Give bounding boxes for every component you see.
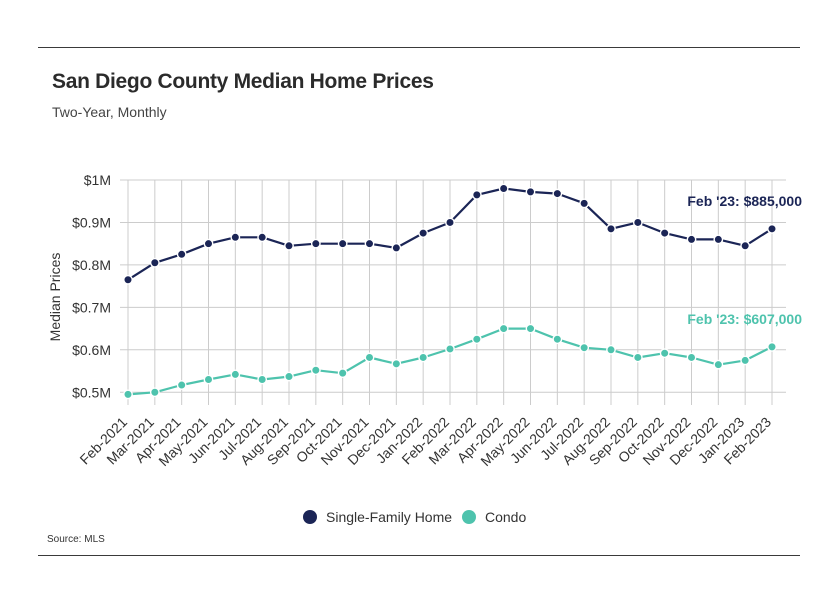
data-point-condo bbox=[445, 344, 455, 354]
data-point-sfh bbox=[284, 240, 294, 251]
data-point-sfh bbox=[686, 234, 697, 245]
bottom-rule bbox=[38, 555, 800, 556]
legend: Single-Family Home Condo bbox=[0, 509, 836, 529]
data-point-sfh bbox=[740, 240, 751, 251]
end-label-sfh: Feb '23: $885,000 bbox=[687, 193, 802, 209]
data-point-sfh bbox=[579, 198, 590, 209]
data-point-sfh bbox=[123, 274, 133, 285]
data-point-sfh bbox=[418, 228, 429, 238]
data-point-condo bbox=[498, 323, 509, 334]
data-point-sfh bbox=[471, 189, 482, 200]
data-point-condo bbox=[552, 334, 563, 345]
data-point-condo bbox=[284, 371, 294, 382]
data-point-sfh bbox=[257, 232, 268, 243]
end-label-condo: Feb '23: $607,000 bbox=[687, 311, 802, 327]
y-axis-title: Median Prices bbox=[47, 253, 63, 342]
legend-marker-condo bbox=[462, 510, 476, 524]
data-point-condo bbox=[471, 334, 482, 345]
data-point-condo bbox=[337, 368, 348, 379]
data-point-sfh bbox=[149, 257, 160, 268]
data-point-sfh bbox=[310, 238, 321, 249]
legend-label-condo: Condo bbox=[485, 509, 527, 525]
data-point-condo bbox=[606, 344, 616, 355]
data-point-sfh bbox=[230, 232, 241, 243]
chart-title: San Diego County Median Home Prices bbox=[52, 70, 434, 93]
data-point-condo bbox=[767, 341, 777, 352]
data-point-sfh bbox=[767, 223, 777, 234]
data-point-sfh bbox=[364, 238, 375, 249]
y-tick-label: $1M bbox=[84, 172, 111, 188]
y-tick-label: $0.6M bbox=[72, 342, 111, 358]
data-point-condo bbox=[713, 359, 724, 370]
data-point-sfh bbox=[445, 217, 455, 228]
chart-subtitle: Two-Year, Monthly bbox=[52, 104, 167, 120]
data-point-condo bbox=[364, 352, 375, 363]
y-tick-label: $0.9M bbox=[72, 214, 111, 230]
legend-label-single-family-home: Single-Family Home bbox=[326, 509, 453, 525]
source-note: Source: MLS bbox=[47, 534, 105, 545]
data-point-condo bbox=[418, 352, 429, 363]
data-point-sfh bbox=[606, 223, 616, 234]
data-point-condo bbox=[123, 389, 133, 400]
data-point-sfh bbox=[659, 228, 670, 238]
data-point-condo bbox=[257, 374, 268, 385]
data-point-sfh bbox=[632, 217, 643, 228]
legend-marker-single-family-home bbox=[303, 510, 317, 524]
y-tick-label: $0.8M bbox=[72, 257, 111, 273]
legend-item-single-family-home: Single-Family Home bbox=[303, 509, 452, 525]
y-tick-label: $0.5M bbox=[72, 384, 111, 400]
data-point-condo bbox=[632, 352, 643, 363]
data-point-sfh bbox=[337, 238, 348, 249]
data-point-sfh bbox=[525, 186, 536, 197]
legend-item-condo: Condo bbox=[462, 509, 526, 525]
data-point-condo bbox=[659, 348, 670, 359]
data-point-condo bbox=[176, 380, 187, 390]
data-point-condo bbox=[740, 355, 751, 366]
y-tick-label: $0.7M bbox=[72, 299, 111, 315]
data-point-sfh bbox=[552, 188, 563, 199]
data-point-condo bbox=[310, 365, 321, 376]
data-point-condo bbox=[203, 374, 214, 385]
data-point-sfh bbox=[498, 183, 509, 194]
data-point-condo bbox=[579, 342, 590, 353]
data-point-sfh bbox=[176, 249, 187, 260]
data-point-sfh bbox=[203, 238, 214, 249]
data-point-sfh bbox=[391, 243, 402, 253]
data-point-sfh bbox=[713, 234, 724, 245]
data-point-condo bbox=[525, 323, 536, 334]
data-point-condo bbox=[686, 352, 697, 363]
top-rule bbox=[38, 47, 800, 48]
data-point-condo bbox=[391, 358, 402, 369]
data-point-condo bbox=[230, 369, 241, 380]
data-point-condo bbox=[149, 387, 160, 398]
